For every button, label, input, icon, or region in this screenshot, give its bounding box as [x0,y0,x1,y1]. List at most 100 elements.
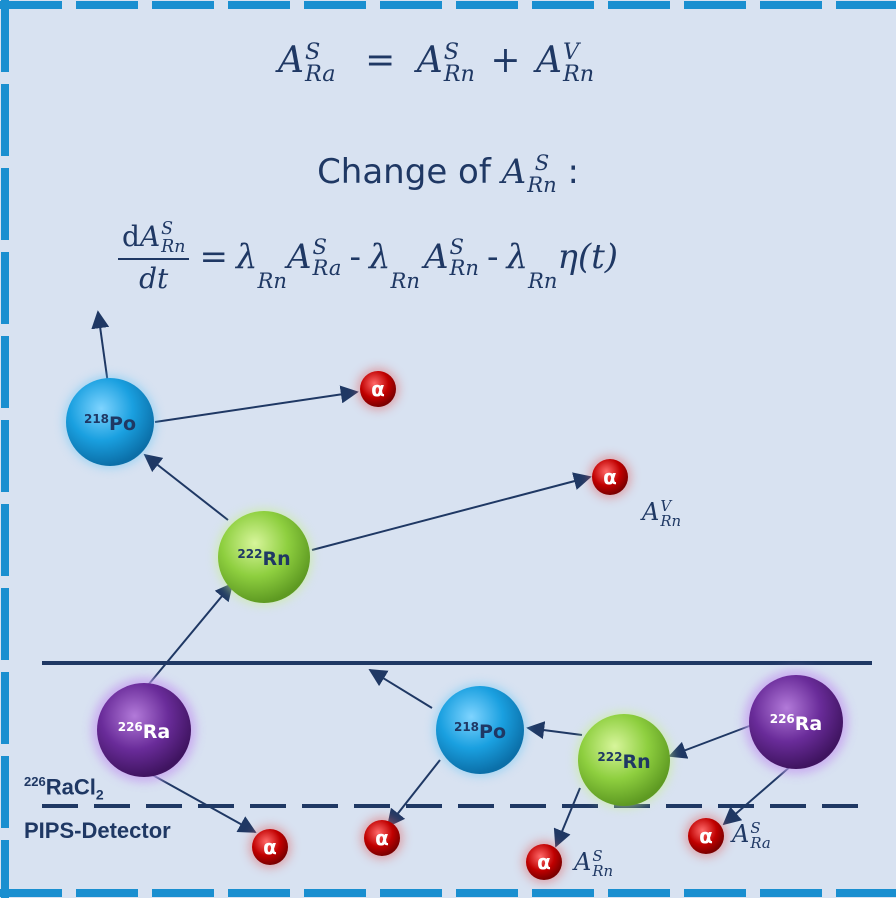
atom-symbol: Rn [622,751,650,773]
eq-term: A [501,152,527,192]
alpha-symbol: α [263,835,277,859]
label-a-rn-v: A V Rn [642,498,681,528]
eq-lambda: λ [235,237,258,278]
eq-sub: Rn [527,171,557,197]
racl2-sub: 2 [95,786,104,803]
eq-sup: S [449,234,464,260]
racl2-text: RaCl [45,774,96,800]
eq-operator: + [490,40,521,81]
decay-arrow [668,724,753,759]
atom-po218-low: 218Po [434,684,526,776]
alpha-symbol: α [603,465,617,489]
label-a-rn-s: A S Rn [574,848,613,878]
eq-term: A [535,40,562,81]
decay-arrow [368,669,433,709]
svg-text:222Rn: 222Rn [237,547,290,570]
eq-sup: V [562,38,580,65]
balance-equation: A S Ra = A S Rn + A V Rn [278,40,594,85]
eq-sub: Rn [528,267,558,293]
alpha-symbol: α [699,824,713,848]
alpha-particle: α [685,815,727,857]
frame-left [1,0,9,898]
svg-text:226Ra: 226Ra [770,712,823,735]
racl2-label: 226RaCl2 [24,774,104,803]
label-sub: Rn [592,861,614,880]
eq-lambda: λ [506,237,529,278]
label-sup: S [750,818,761,837]
label-sub: Rn [660,511,682,530]
decay-arrow [311,472,592,551]
alpha-particle: α [361,817,403,859]
racl2-mass: 226 [24,774,46,789]
eq-term: A [139,220,161,253]
eq-sup: S [305,38,321,65]
label-base: A [732,820,750,848]
atom-po218-top: 218Po [64,376,156,468]
eq-sup: S [312,234,327,260]
eq-d: d [122,220,140,253]
label-sup: S [592,846,603,865]
label-a-ra-s: A S Ra [732,820,771,850]
alpha-symbol: α [371,377,385,401]
decay-arrow [722,764,793,826]
eq-sub: Rn [443,61,475,87]
svg-text:218Po: 218Po [84,412,136,435]
eq-sub: Rn [390,267,420,293]
label-base: A [642,498,660,526]
atom-mass: 222 [237,547,262,561]
alpha-particle: α [249,826,291,868]
eq-sub: Rn [449,255,479,281]
detector-label: PIPS-Detector [24,818,171,844]
svg-text:218Po: 218Po [454,720,506,743]
eq-sup: S [443,38,459,65]
decay-arrow [154,385,359,423]
change-heading: Change of A S Rn : [0,152,896,195]
eq-sub: Ra [312,255,342,281]
eq-colon: : [567,152,579,192]
atom-mass: 226 [770,712,795,726]
alpha-symbol: α [537,850,551,874]
atom-symbol: Rn [262,548,290,570]
eq-operator: - [349,237,361,278]
svg-text:226Ra: 226Ra [118,720,171,743]
atom-mass: 218 [84,412,109,426]
eq-sub: Ra [305,61,336,87]
eq-dt: dt [139,261,169,295]
eq-eta: η(t) [557,237,619,278]
atom-mass: 218 [454,720,479,734]
derivative-fraction: dA S Rn dt [118,219,190,295]
label-sup: V [660,496,672,515]
eq-sub: Rn [562,61,595,87]
eq-lambda: λ [368,237,391,278]
atom-symbol: Ra [143,721,170,743]
eq-sub: Rn [161,236,186,257]
label-base: A [574,848,592,876]
atom-rn222-mid: 222Rn [216,509,312,605]
eq-operator: = [199,237,228,278]
eq-term: A [416,40,443,81]
decay-arrow [143,582,234,691]
decay-arrow [386,759,441,828]
decay-arrow [91,310,110,385]
label-sub: Ra [750,833,771,852]
atom-rn222-low: 222Rn [576,712,672,808]
atom-mass: 226 [118,720,143,734]
eq-operator: = [365,40,396,81]
atom-ra226-right: 226Ra [744,670,848,774]
atom-mass: 222 [597,750,622,764]
alpha-particle: α [523,841,565,883]
svg-text:222Rn: 222Rn [597,750,650,773]
eq-operator: - [486,237,499,278]
decay-arrow [526,721,583,740]
eq-term: A [423,237,449,278]
alpha-particle: α [357,368,399,410]
decay-arrow [553,787,581,848]
change-title: Change of [317,152,491,192]
eq-term: A [286,237,312,278]
eq-sup: S [161,219,174,240]
atom-ra226-left: 226Ra [92,678,196,782]
alpha-symbol: α [375,826,389,850]
atom-symbol: Po [479,721,506,743]
